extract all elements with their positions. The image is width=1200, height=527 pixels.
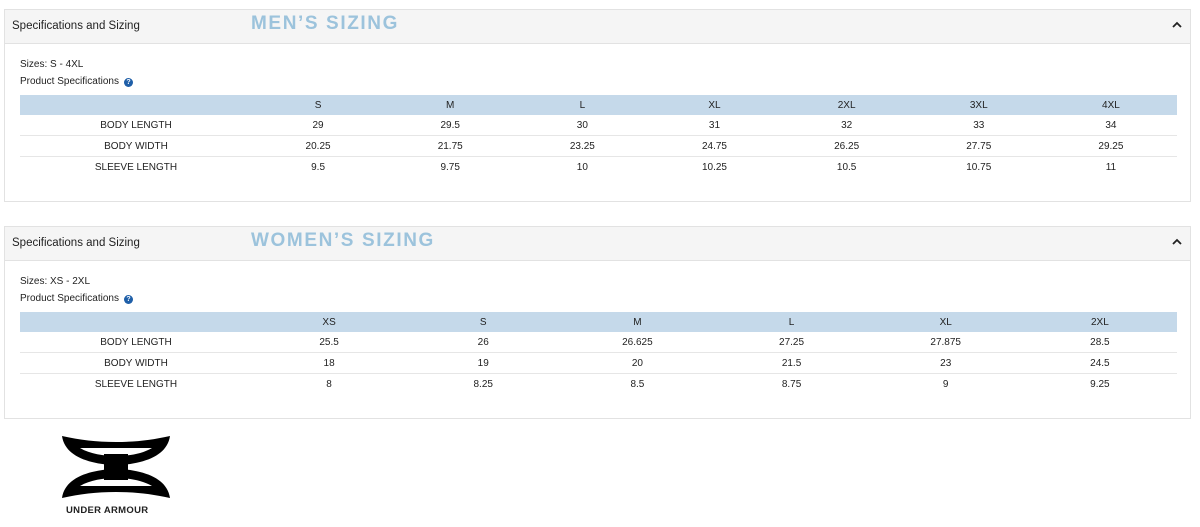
table-head: XS S M L XL 2XL (20, 312, 1177, 332)
sizes-text: Sizes: XS - 2XL (20, 276, 91, 287)
row-label: BODY WIDTH (104, 357, 168, 369)
cell: 25.5 (319, 336, 339, 348)
cell: 11 (1105, 161, 1117, 173)
column-header: M (446, 99, 455, 111)
sizing-panel: Specifications and Sizing WOMEN’S SIZING… (4, 226, 1191, 419)
cell: 28.5 (1090, 336, 1110, 348)
cell: 34 (1105, 119, 1117, 131)
cell: 10.75 (966, 161, 992, 173)
column-header: M (633, 316, 642, 328)
header-row: XS S M L XL 2XL (20, 312, 1177, 332)
header-text: Specifications and Sizing (12, 237, 140, 249)
cell: 21.5 (781, 357, 802, 369)
cell: 29 (312, 119, 324, 131)
panel-title: MEN’S SIZING (251, 13, 399, 34)
cell: 27.875 (930, 336, 961, 348)
spec-label-row: Product Specifications? (20, 293, 133, 304)
row-label: BODY LENGTH (100, 119, 172, 131)
corner-cell (20, 95, 252, 115)
cell: 24.5 (1090, 357, 1110, 369)
table-head: S M L XL 2XL 3XL 4XL (20, 95, 1177, 115)
cell: 9.5 (311, 161, 326, 173)
table-row: SLEEVE LENGTH 8 8.25 8.5 8.75 9 9.25 (20, 374, 1177, 395)
size-table: S M L XL 2XL 3XL 4XL BODY LENGTH 29 29.5 30 31 32 33 3… (20, 95, 1177, 177)
sizes-text: Sizes: S - 4XL (20, 59, 84, 70)
cell: 20.25 (305, 140, 331, 152)
cell: 8.5 (630, 378, 645, 390)
collapse-chevron[interactable] (1172, 21, 1182, 29)
table-row: BODY LENGTH 29 29.5 30 31 32 33 34 (20, 115, 1177, 136)
column-header: S (314, 99, 322, 111)
cell: 32 (841, 119, 853, 131)
spec-label-row: Product Specifications? (20, 76, 133, 87)
cell: 9.25 (1090, 378, 1110, 390)
header-row: S M L XL 2XL 3XL 4XL (20, 95, 1177, 115)
table-body: BODY LENGTH 29 29.5 30 31 32 33 34 BODY WIDTH 20.… (20, 115, 1177, 177)
cell: 10 (576, 161, 588, 173)
cell: 26.25 (834, 140, 860, 152)
panel-header[interactable]: Specifications and Sizing MEN’S SIZING (5, 10, 1190, 44)
spec-label: Product Specifications (20, 293, 119, 304)
cell: 29.25 (1098, 140, 1124, 152)
collapse-chevron[interactable] (1172, 238, 1182, 246)
sizing-panel: Specifications and Sizing MEN’S SIZING S… (4, 9, 1191, 202)
size-table: XS S M L XL 2XL BODY LENGTH 25.5 26 26.625 27.25 27… (20, 312, 1177, 394)
cell: 9 (942, 378, 949, 390)
column-header: XL (708, 99, 721, 111)
column-header: 2XL (837, 99, 856, 111)
cell: 18 (323, 357, 335, 369)
cell: 26.625 (622, 336, 653, 348)
column-header: 3XL (969, 99, 988, 111)
cell: 9.75 (440, 161, 460, 173)
cell: 30 (576, 119, 588, 131)
table-row: BODY WIDTH 20.25 21.75 23.25 24.75 26.25 27.75… (20, 136, 1177, 157)
cell: 33 (973, 119, 985, 131)
cell: 23 (940, 357, 952, 369)
column-header: S (479, 316, 487, 328)
table-row: SLEEVE LENGTH 9.5 9.75 10 10.25 10.5 10.75 11 (20, 157, 1177, 178)
cell: 20 (631, 357, 643, 369)
help-icon[interactable]: ? (123, 78, 133, 87)
cell: 23.25 (569, 140, 595, 152)
help-icon[interactable]: ? (123, 295, 133, 304)
cell: 27.25 (779, 336, 805, 348)
column-header: XS (322, 316, 336, 328)
corner-cell (20, 312, 252, 332)
row-label: BODY LENGTH (100, 336, 172, 348)
spec-label: Product Specifications (20, 76, 119, 87)
logo-text: UNDER ARMOUR (66, 505, 149, 516)
column-header: 2XL (1090, 316, 1109, 328)
cell: 26 (477, 336, 489, 348)
cell: 19 (477, 357, 489, 369)
panel-title: WOMEN’S SIZING (251, 230, 435, 251)
cell: 31 (708, 119, 721, 131)
cell: 27.75 (966, 140, 992, 152)
column-header: L (579, 99, 586, 111)
column-header: 4XL (1102, 99, 1120, 111)
cell: 29.5 (440, 119, 460, 131)
table-body: BODY LENGTH 25.5 26 26.625 27.25 27.875 28.5 BO… (20, 332, 1177, 394)
header-text: Specifications and Sizing (12, 20, 140, 32)
brand-logo (62, 436, 170, 498)
column-header: XL (939, 316, 952, 328)
row-label: SLEEVE LENGTH (94, 161, 178, 173)
table-row: BODY WIDTH 18 19 20 21.5 23 24.5 (20, 353, 1177, 374)
cell: 21.75 (437, 140, 463, 152)
row-label: BODY WIDTH (104, 140, 168, 152)
table-row: BODY LENGTH 25.5 26 26.625 27.25 27.875 28.5 (20, 332, 1177, 353)
cell: 10.25 (701, 161, 727, 173)
cell: 8.25 (473, 378, 493, 390)
row-label: SLEEVE LENGTH (94, 378, 178, 390)
cell: 8.75 (781, 378, 802, 390)
column-header: L (788, 316, 795, 328)
cell: 10.5 (836, 161, 857, 173)
cell: 24.75 (701, 140, 727, 152)
panel-header[interactable]: Specifications and Sizing WOMEN’S SIZING (5, 227, 1190, 261)
cell: 8 (326, 378, 332, 390)
